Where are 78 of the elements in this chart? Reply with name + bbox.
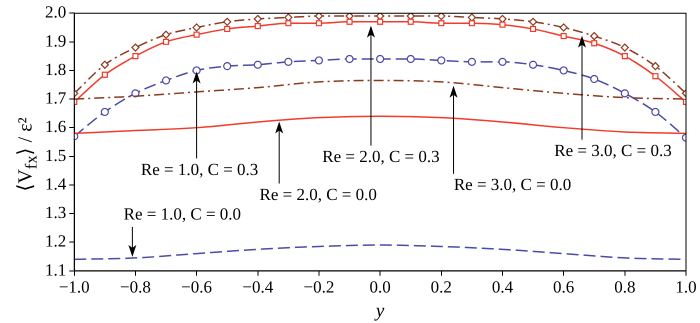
x-tick-label: 0.6 bbox=[553, 277, 574, 296]
point bbox=[254, 60, 262, 69]
y-tick-label: 1.4 bbox=[45, 174, 67, 194]
point bbox=[345, 54, 354, 64]
point bbox=[131, 43, 140, 52]
point bbox=[437, 13, 446, 20]
point bbox=[132, 53, 138, 60]
x-tick-label: 0.2 bbox=[430, 277, 452, 296]
y-tick-label: 1.1 bbox=[45, 260, 66, 280]
point bbox=[100, 108, 109, 116]
annotation: Re = 1.0, C = 0.3 bbox=[140, 160, 258, 179]
x-tick-label: −0.2 bbox=[304, 277, 334, 296]
x-tick-label: −0.4 bbox=[242, 277, 274, 296]
point bbox=[620, 89, 629, 98]
point bbox=[285, 20, 292, 26]
x-tick-label: −0.6 bbox=[181, 277, 212, 296]
point bbox=[652, 73, 658, 80]
x-tick-label: 1.0 bbox=[675, 277, 697, 296]
point bbox=[651, 108, 660, 116]
point bbox=[622, 53, 628, 60]
point bbox=[254, 23, 261, 30]
point bbox=[192, 66, 201, 75]
point bbox=[102, 72, 108, 78]
point bbox=[162, 76, 170, 85]
y-tick-label: 1.7 bbox=[45, 88, 67, 108]
point bbox=[590, 32, 598, 40]
annotation: Re = 2.0, C = 0.3 bbox=[322, 147, 440, 166]
point bbox=[498, 58, 507, 66]
point bbox=[438, 20, 444, 26]
point bbox=[651, 62, 660, 70]
point bbox=[316, 20, 322, 26]
point bbox=[560, 66, 568, 75]
point bbox=[346, 18, 353, 25]
point bbox=[376, 54, 384, 64]
annotation: Re = 3.0, C = 0.3 bbox=[554, 141, 672, 160]
point bbox=[590, 74, 598, 84]
x-tick-label: −1.0 bbox=[58, 277, 90, 296]
point bbox=[560, 33, 567, 40]
y-tick-label: 1.2 bbox=[45, 232, 66, 251]
point bbox=[406, 54, 415, 64]
x-tick-label: 0.8 bbox=[614, 277, 636, 296]
point bbox=[192, 23, 201, 32]
y-tick-label: 1.6 bbox=[45, 117, 66, 136]
x-tick-label: −0.8 bbox=[120, 277, 151, 296]
point bbox=[224, 26, 230, 32]
x-tick-label: 0.4 bbox=[492, 277, 514, 296]
point bbox=[528, 60, 538, 69]
point bbox=[194, 32, 200, 38]
y-tick-label: 1.5 bbox=[45, 146, 66, 165]
point bbox=[499, 22, 506, 28]
annotation: Re = 2.0, C = 0.0 bbox=[259, 185, 377, 204]
point bbox=[254, 14, 262, 24]
point bbox=[437, 56, 446, 65]
point bbox=[223, 62, 232, 70]
x-axis-title: y bbox=[374, 300, 385, 322]
point bbox=[162, 38, 170, 45]
point bbox=[591, 40, 598, 46]
y-tick-label: 1.3 bbox=[45, 203, 66, 222]
annotation: Re = 1.0, C = 0.0 bbox=[124, 204, 242, 224]
point bbox=[528, 18, 538, 26]
point bbox=[223, 18, 232, 26]
y-tick-label: 2.0 bbox=[45, 2, 66, 22]
point bbox=[100, 60, 109, 69]
point bbox=[408, 18, 414, 25]
annotation: Re = 3.0, C = 0.0 bbox=[454, 175, 572, 194]
y-tick-label: 1.9 bbox=[45, 31, 66, 50]
point bbox=[560, 23, 568, 32]
point bbox=[530, 26, 536, 32]
x-tick-label: 0.0 bbox=[370, 277, 391, 296]
point bbox=[468, 20, 475, 26]
point bbox=[284, 58, 292, 66]
point bbox=[620, 43, 629, 52]
point bbox=[314, 13, 324, 20]
point bbox=[314, 56, 324, 65]
point bbox=[162, 30, 170, 39]
point bbox=[468, 58, 476, 66]
point bbox=[377, 18, 384, 25]
y-tick-label: 1.8 bbox=[45, 60, 66, 79]
